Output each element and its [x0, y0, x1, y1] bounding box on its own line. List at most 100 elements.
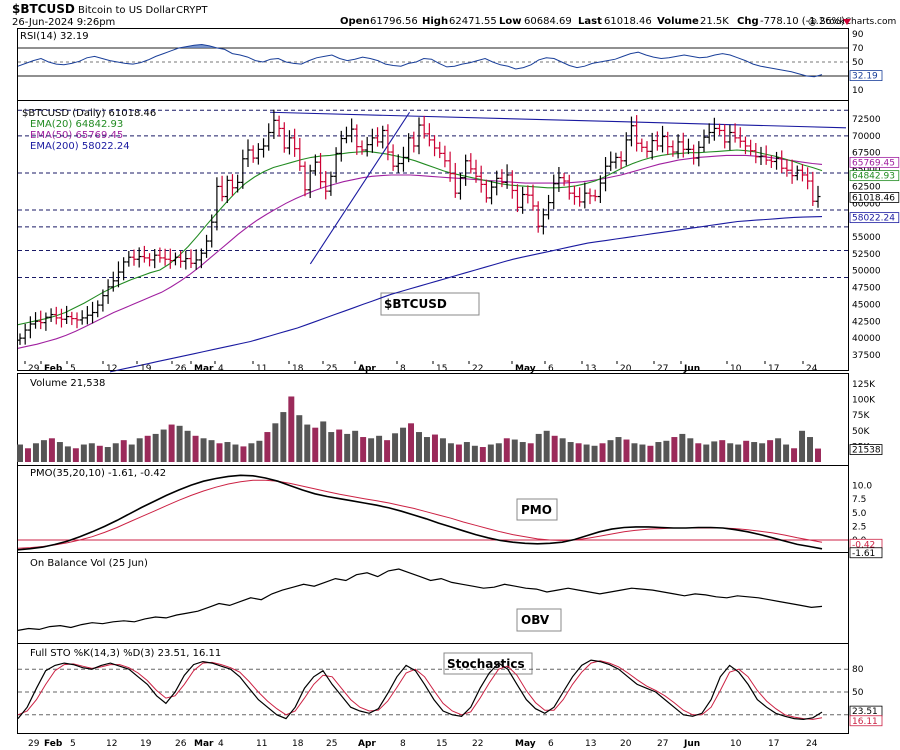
volume-bar [280, 412, 287, 462]
datetime: 26-Jun-2024 9:26pm [12, 17, 115, 28]
price-tick-label: 72500 [852, 115, 881, 125]
bottom-x-tick-label: 12 [106, 739, 117, 749]
volume-bar [743, 440, 750, 462]
price-legend: $BTCUSD (Daily) 61018.46 [22, 108, 156, 119]
price-bar [623, 132, 629, 166]
watermark: @ StockCharts.com [808, 17, 896, 27]
price-bar [219, 175, 225, 202]
bottom-x-tick-label: 24 [806, 739, 818, 749]
price-bar [406, 133, 412, 163]
price-tick-label: 47500 [852, 284, 881, 294]
price-bar [141, 245, 147, 263]
volume-bar [312, 427, 319, 462]
price-x-tick-label: 4 [218, 364, 224, 374]
stochastics-k-last-label: 23.51 [852, 707, 878, 717]
high-value: 62471.55 [449, 16, 497, 27]
volume-bar [663, 440, 670, 462]
price-bar [634, 115, 640, 152]
volume-tick-label: 50K [852, 427, 870, 437]
price-bar [105, 279, 111, 304]
volume-bar [304, 424, 311, 462]
stochastics-panel [17, 643, 849, 734]
price-bar [535, 201, 541, 233]
price-bar [333, 147, 339, 183]
price-x-tick-label: Mar [194, 364, 214, 374]
price-bar [468, 153, 474, 174]
volume-bar [703, 444, 710, 462]
obv-line [17, 568, 823, 631]
price-bar [742, 136, 748, 155]
volume-bar [272, 423, 279, 462]
price-bar [286, 130, 292, 155]
price-bar [628, 116, 634, 147]
volume-bar [360, 437, 367, 462]
volume-bar [400, 427, 407, 462]
price-bar [639, 138, 645, 153]
volume-bar [623, 439, 630, 462]
volume-bar [655, 442, 662, 462]
price-bar [654, 131, 660, 151]
bottom-x-tick-label: 4 [218, 739, 224, 749]
price-x-tick-label: Apr [358, 364, 376, 374]
price-x-tick-label: 18 [292, 364, 304, 374]
volume-bar [344, 433, 351, 462]
price-bar [266, 123, 272, 151]
volume-bar [511, 439, 518, 462]
volume-bar [384, 440, 391, 462]
price-x-tick-label: 13 [585, 364, 596, 374]
volume-last-label-box [849, 444, 883, 455]
volume-bar [479, 447, 486, 462]
stochastics-d-last-label: 16.11 [852, 717, 878, 727]
ema200-last-label-box [849, 212, 900, 224]
price-bar [644, 141, 650, 158]
volume-bar [783, 444, 790, 462]
volume-tick-label: 100K [852, 396, 876, 406]
volume-bar [120, 440, 127, 462]
volume-bar [376, 435, 383, 462]
volume-bar [136, 438, 143, 462]
last-label: Last [578, 16, 602, 27]
price-bar [193, 249, 199, 270]
bottom-x-tick-label: 19 [140, 739, 152, 749]
volume-bar [791, 448, 798, 462]
volume-bar [104, 447, 111, 462]
price-bar [520, 186, 526, 214]
price-bar [338, 130, 344, 162]
price-bar [411, 131, 417, 153]
volume-label: Volume [657, 16, 699, 27]
price-bar [328, 171, 334, 196]
volume-bar [591, 445, 598, 462]
bottom-x-tick-label: May [515, 739, 536, 749]
price-x-tick-label: 11 [256, 364, 267, 374]
volume-bar [559, 438, 566, 462]
price-bar [395, 154, 401, 173]
resistance-trendline [269, 111, 847, 129]
price-bar [354, 124, 360, 155]
price-bar [297, 138, 303, 171]
volume-bar [471, 445, 478, 462]
price-bar [768, 155, 774, 168]
price-bar [665, 131, 671, 155]
price-bar [577, 187, 583, 207]
price-bar [126, 251, 132, 267]
price-last-label: 61018.46 [852, 193, 895, 203]
price-bar [400, 146, 406, 172]
last-value: 61018.46 [604, 16, 652, 27]
price-bar [385, 124, 391, 161]
volume-bar [408, 423, 415, 462]
high-label: High [422, 16, 448, 27]
volume-bar [184, 430, 191, 462]
price-bar [437, 141, 443, 159]
price-bar [58, 308, 64, 328]
price-bar [494, 170, 500, 196]
price-bar [79, 310, 85, 325]
rsi-line [17, 43, 823, 78]
price-bar [774, 151, 780, 170]
pmo-signal-line [17, 479, 823, 549]
ema50-last-label: 65769.45 [852, 158, 895, 168]
pmo-label-box: PMO [516, 498, 558, 521]
price-x-tick-label: 20 [620, 364, 632, 374]
price-bar [349, 118, 355, 143]
volume-bar [575, 443, 582, 462]
volume-bar [759, 443, 766, 462]
